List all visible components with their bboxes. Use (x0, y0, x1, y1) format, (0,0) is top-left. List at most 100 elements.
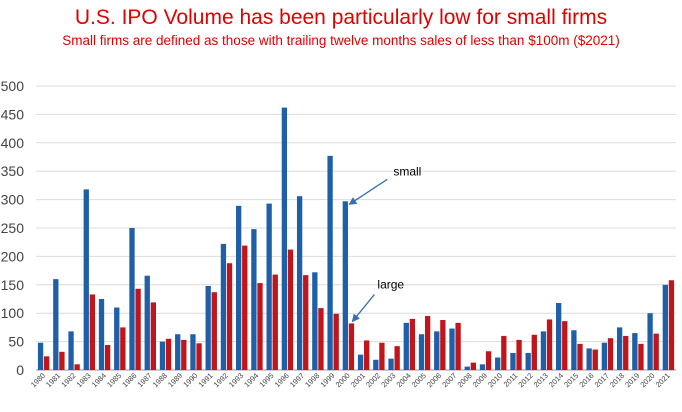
bar-large-1992 (226, 263, 233, 370)
bar-small-1992 (220, 243, 227, 370)
bar-small-1984 (98, 299, 105, 370)
x-tick-label: 2017 (593, 371, 611, 389)
bar-large-1980 (44, 356, 50, 370)
x-tick-label: 1990 (181, 371, 199, 389)
x-tick-label: 2018 (608, 371, 626, 389)
x-tick-label: 1988 (151, 371, 169, 389)
bar-small-2005 (418, 334, 425, 370)
x-tick-label: 2021 (654, 371, 672, 389)
x-tick-label: 1983 (75, 371, 93, 389)
bar-large-1985 (120, 327, 126, 370)
x-tick-label: 2011 (502, 371, 520, 389)
bar-large-1997 (303, 275, 309, 370)
bar-large-1988 (165, 338, 172, 370)
bar-small-2012 (525, 352, 531, 370)
annotation-label-small: small (393, 164, 421, 178)
x-tick-label: 2001 (349, 371, 367, 389)
annotation-arrow-small (348, 178, 388, 205)
bar-small-2000 (342, 201, 348, 370)
y-tick-label: 400 (1, 135, 25, 151)
chart-title: U.S. IPO Volume has been particularly lo… (74, 6, 608, 29)
bar-small-2020 (647, 313, 653, 370)
bar-small-2004 (403, 322, 409, 370)
annotation-label-large: large (377, 277, 404, 291)
bar-large-2019 (638, 343, 644, 370)
x-tick-label: 1987 (136, 371, 154, 389)
bar-small-1997 (296, 196, 303, 370)
y-tick-label: 250 (1, 220, 25, 236)
bar-small-2013 (540, 331, 547, 370)
bar-large-2020 (653, 333, 659, 370)
bar-small-1980 (37, 342, 44, 370)
bar-large-2021 (668, 280, 675, 370)
bar-large-2002 (379, 342, 385, 370)
bar-large-1998 (318, 308, 324, 370)
bar-small-1983 (83, 189, 89, 370)
y-tick-label: 500 (1, 78, 25, 94)
x-tick-label: 2000 (334, 371, 352, 389)
bar-large-2013 (546, 319, 553, 370)
bar-large-1996 (287, 249, 294, 370)
bar-large-2008 (470, 362, 476, 370)
bar-large-2014 (562, 321, 568, 370)
x-tick-label: 1998 (303, 371, 321, 389)
x-tick-label: 2004 (395, 371, 413, 389)
bar-small-1993 (236, 205, 242, 370)
bar-large-2016 (592, 349, 598, 370)
x-tick-label: 1999 (318, 371, 336, 389)
y-tick-label: 200 (1, 248, 25, 264)
x-tick-label: 2014 (547, 371, 565, 389)
bar-large-1981 (59, 351, 65, 370)
bar-small-2008 (464, 366, 470, 370)
bar-large-2018 (623, 335, 629, 370)
x-tick-label: 1984 (90, 371, 108, 389)
bar-small-2017 (601, 342, 608, 370)
x-tick-label: 2016 (577, 371, 595, 389)
x-tick-label: 2012 (516, 371, 534, 389)
x-tick-label: 2006 (425, 371, 443, 389)
x-tick-label: 1985 (105, 371, 123, 389)
x-tick-label: 2003 (379, 371, 397, 389)
bar-small-1990 (190, 334, 196, 370)
x-tick-label: 2010 (486, 371, 504, 389)
x-tick-label: 1995 (257, 371, 275, 389)
bar-large-2005 (424, 316, 431, 370)
bar-small-2011 (510, 352, 516, 370)
bar-small-1986 (129, 228, 135, 370)
x-tick-label: 2015 (562, 371, 580, 389)
bar-small-2015 (571, 330, 577, 370)
bar-small-2001 (357, 354, 364, 370)
x-tick-label: 2020 (638, 371, 656, 389)
x-tick-label: 2009 (471, 371, 489, 389)
bar-small-2018 (616, 327, 623, 370)
bar-small-1988 (159, 341, 166, 370)
bar-small-1994 (251, 229, 257, 370)
bar-large-1982 (74, 364, 80, 370)
bar-small-2021 (662, 284, 668, 370)
y-tick-label: 100 (1, 305, 25, 321)
annotation-layer: small large (348, 164, 421, 323)
bar-small-1999 (327, 155, 333, 370)
bar-large-1993 (242, 245, 248, 370)
bar-large-1994 (257, 283, 263, 370)
x-tick-label: 1996 (273, 371, 291, 389)
bar-large-2017 (607, 338, 614, 370)
grid-layer (36, 85, 676, 371)
annotation-arrow-large (351, 294, 375, 323)
bar-large-1991 (211, 292, 217, 370)
bar-large-2001 (364, 340, 370, 370)
bar-large-2003 (394, 346, 400, 370)
bar-small-2014 (556, 302, 562, 370)
bar-small-1996 (281, 107, 288, 370)
bar-large-2010 (501, 335, 507, 370)
y-tick-label: 150 (1, 277, 25, 293)
bar-small-2019 (632, 333, 638, 370)
y-tick-label: 0 (16, 362, 24, 378)
bar-small-2007 (449, 328, 455, 370)
bar-small-2006 (434, 331, 440, 370)
bar-small-1991 (205, 285, 211, 370)
bar-large-2006 (440, 320, 446, 370)
bar-small-1998 (312, 272, 318, 370)
bar-small-1987 (144, 275, 150, 370)
